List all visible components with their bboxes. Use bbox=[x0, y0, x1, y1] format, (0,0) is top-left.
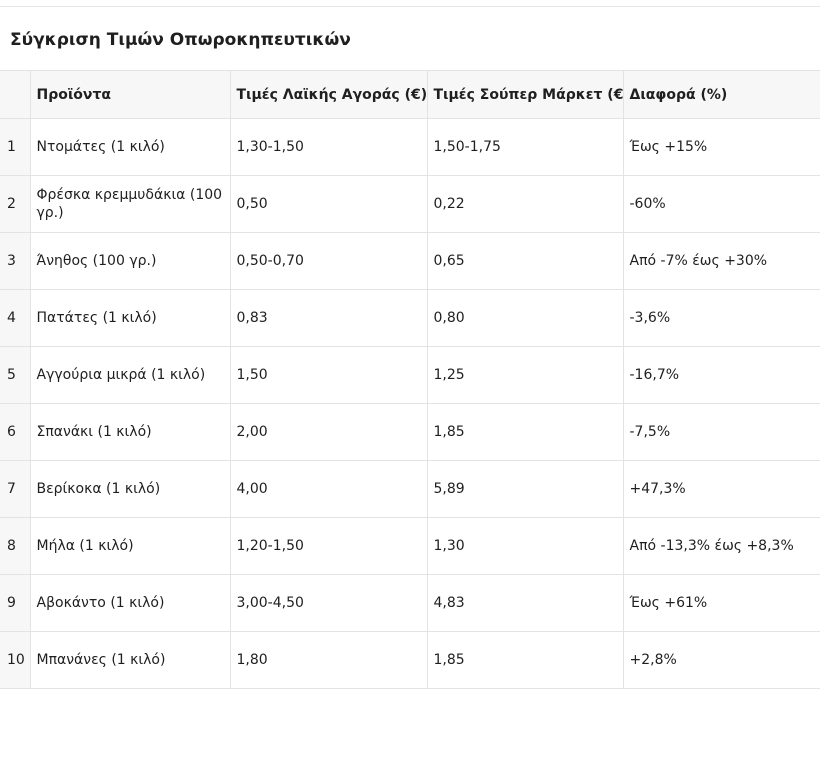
column-header-index bbox=[0, 70, 31, 119]
product-cell: Αγγούρια μικρά (1 κιλό) bbox=[30, 346, 231, 404]
laiki-price-cell: 1,30-1,50 bbox=[230, 118, 428, 176]
difference-cell: Από -13,3% έως +8,3% bbox=[623, 517, 820, 575]
row-index-cell: 1 bbox=[0, 118, 31, 176]
row-index-cell: 7 bbox=[0, 460, 31, 518]
supermarket-price-cell: 0,80 bbox=[427, 289, 624, 347]
laiki-price-cell: 0,83 bbox=[230, 289, 428, 347]
table-row: 1 Ντομάτες (1 κιλό) 1,30-1,50 1,50-1,75 Έως … bbox=[0, 118, 820, 176]
row-index-cell: 2 bbox=[0, 175, 31, 233]
product-cell: Πατάτες (1 κιλό) bbox=[30, 289, 231, 347]
column-header-product: Προϊόντα bbox=[30, 70, 231, 119]
product-cell: Άνηθος (100 γρ.) bbox=[30, 232, 231, 290]
product-cell: Φρέσκα κρεμμυδάκια (100 γρ.) bbox=[30, 175, 231, 233]
laiki-price-cell: 1,50 bbox=[230, 346, 428, 404]
table-row: 8 Μήλα (1 κιλό) 1,20-1,50 1,30 Από -13,3% έω… bbox=[0, 517, 820, 575]
difference-cell: Έως +15% bbox=[623, 118, 820, 176]
supermarket-price-cell: 1,85 bbox=[427, 403, 624, 461]
product-cell: Μήλα (1 κιλό) bbox=[30, 517, 231, 575]
laiki-price-cell: 2,00 bbox=[230, 403, 428, 461]
column-header-supermarket-price: Τιμές Σούπερ Μάρκετ (€) bbox=[427, 70, 624, 119]
difference-cell: +2,8% bbox=[623, 631, 820, 689]
difference-cell: Από -7% έως +30% bbox=[623, 232, 820, 290]
product-cell: Βερίκοκα (1 κιλό) bbox=[30, 460, 231, 518]
table-row: 5 Αγγούρια μικρά (1 κιλό) 1,50 1,25 -16,7% bbox=[0, 346, 820, 404]
row-index-cell: 10 bbox=[0, 631, 31, 689]
difference-cell: -16,7% bbox=[623, 346, 820, 404]
column-header-laiki-price: Τιμές Λαϊκής Αγοράς (€) bbox=[230, 70, 428, 119]
difference-cell: -3,6% bbox=[623, 289, 820, 347]
column-header-difference: Διαφορά (%) bbox=[623, 70, 820, 119]
table-header-row: Προϊόντα Τιμές Λαϊκής Αγοράς (€) Τιμές Σ… bbox=[0, 70, 820, 119]
supermarket-price-cell: 1,50-1,75 bbox=[427, 118, 624, 176]
table-row: 4 Πατάτες (1 κιλό) 0,83 0,80 -3,6% bbox=[0, 289, 820, 347]
row-index-cell: 3 bbox=[0, 232, 31, 290]
supermarket-price-cell: 0,65 bbox=[427, 232, 624, 290]
laiki-price-cell: 0,50 bbox=[230, 175, 428, 233]
page-title: Σύγκριση Τιμών Οπωροκηπευτικών bbox=[10, 30, 351, 50]
supermarket-price-cell: 1,25 bbox=[427, 346, 624, 404]
row-index-cell: 6 bbox=[0, 403, 31, 461]
supermarket-price-cell: 1,85 bbox=[427, 631, 624, 689]
laiki-price-cell: 4,00 bbox=[230, 460, 428, 518]
product-cell: Μπανάνες (1 κιλό) bbox=[30, 631, 231, 689]
difference-cell: -60% bbox=[623, 175, 820, 233]
supermarket-price-cell: 0,22 bbox=[427, 175, 624, 233]
laiki-price-cell: 1,20-1,50 bbox=[230, 517, 428, 575]
supermarket-price-cell: 4,83 bbox=[427, 574, 624, 632]
product-cell: Σπανάκι (1 κιλό) bbox=[30, 403, 231, 461]
difference-cell: Έως +61% bbox=[623, 574, 820, 632]
row-index-cell: 9 bbox=[0, 574, 31, 632]
supermarket-price-cell: 1,30 bbox=[427, 517, 624, 575]
price-comparison-table: Προϊόντα Τιμές Λαϊκής Αγοράς (€) Τιμές Σ… bbox=[0, 70, 820, 689]
row-index-cell: 5 bbox=[0, 346, 31, 404]
table-row: 2 Φρέσκα κρεμμυδάκια (100 γρ.) 0,50 0,22 -60… bbox=[0, 175, 820, 233]
supermarket-price-cell: 5,89 bbox=[427, 460, 624, 518]
table-row: 6 Σπανάκι (1 κιλό) 2,00 1,85 -7,5% bbox=[0, 403, 820, 461]
product-cell: Αβοκάντο (1 κιλό) bbox=[30, 574, 231, 632]
top-divider bbox=[0, 6, 820, 7]
laiki-price-cell: 3,00-4,50 bbox=[230, 574, 428, 632]
laiki-price-cell: 0,50-0,70 bbox=[230, 232, 428, 290]
product-cell: Ντομάτες (1 κιλό) bbox=[30, 118, 231, 176]
table-row: 9 Αβοκάντο (1 κιλό) 3,00-4,50 4,83 Έως +61% bbox=[0, 574, 820, 632]
difference-cell: +47,3% bbox=[623, 460, 820, 518]
table-row: 7 Βερίκοκα (1 κιλό) 4,00 5,89 +47,3% bbox=[0, 460, 820, 518]
row-index-cell: 8 bbox=[0, 517, 31, 575]
table-row: 3 Άνηθος (100 γρ.) 0,50-0,70 0,65 Από -7% έω… bbox=[0, 232, 820, 290]
table-row: 10 Μπανάνες (1 κιλό) 1,80 1,85 +2,8% bbox=[0, 631, 820, 689]
difference-cell: -7,5% bbox=[623, 403, 820, 461]
row-index-cell: 4 bbox=[0, 289, 31, 347]
laiki-price-cell: 1,80 bbox=[230, 631, 428, 689]
